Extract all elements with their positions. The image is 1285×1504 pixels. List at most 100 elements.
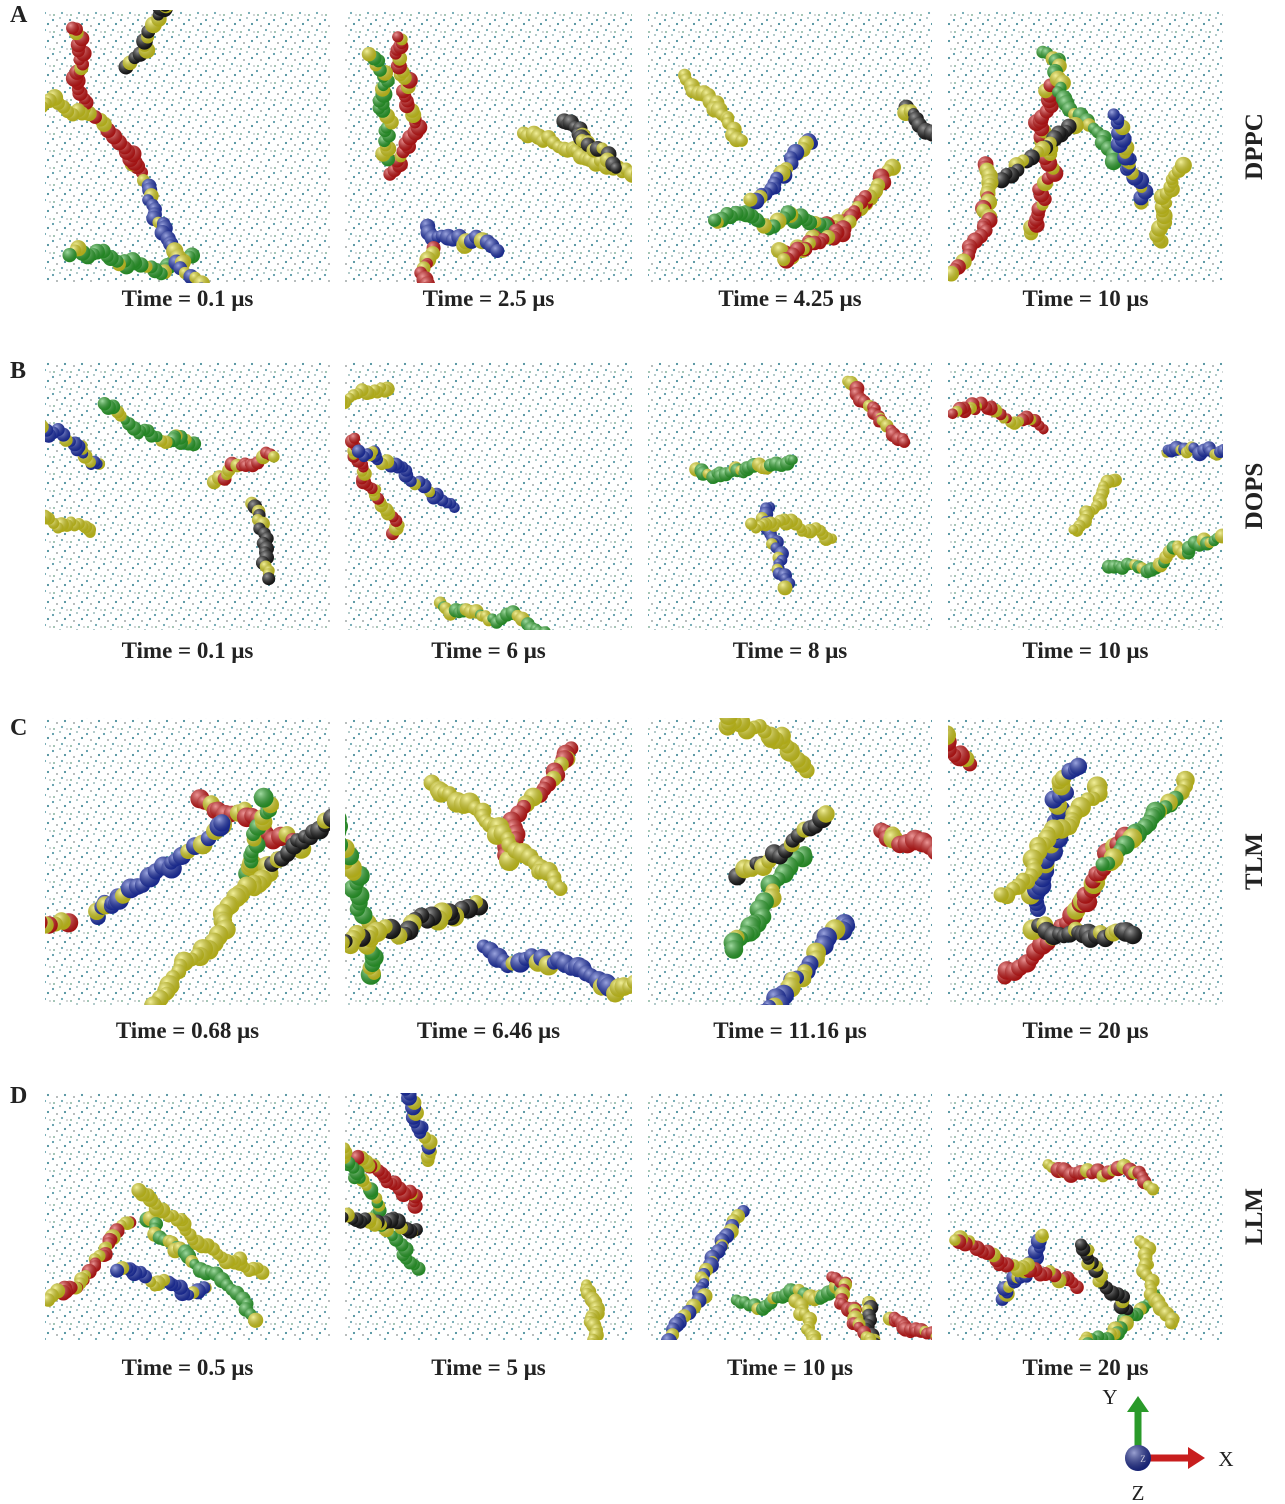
bead-shade	[954, 1353, 966, 1365]
bead-shade	[42, 1293, 55, 1306]
bead-shade	[905, 701, 922, 718]
bead-shade	[323, 808, 342, 827]
bead-shade	[655, 1345, 671, 1361]
bead	[932, 1331, 947, 1346]
snapshot-background	[948, 718, 1223, 1005]
bead	[655, 1345, 671, 1361]
bead	[878, 689, 895, 706]
time-caption: Time = 6.46 μs	[417, 1018, 560, 1043]
bead	[25, 916, 42, 933]
bead-shade	[16, 514, 29, 527]
bead-shade	[881, 1361, 893, 1373]
bead-shade	[0, 500, 6, 514]
z-axis-label: Z	[1132, 1481, 1145, 1504]
bead	[657, 1351, 673, 1367]
bead	[168, 0, 183, 2]
bead-shade	[336, 936, 350, 950]
bead-shade	[685, 675, 699, 689]
origin-label: Z	[1140, 1454, 1146, 1464]
bead-shade	[884, 1386, 896, 1398]
bead-shade	[624, 166, 640, 182]
bead-shade	[411, 316, 422, 327]
bead-shade	[8, 933, 28, 953]
bead	[576, 1349, 591, 1364]
bead	[387, 1065, 399, 1077]
bead	[933, 723, 948, 738]
bead-shade	[12, 94, 28, 110]
bead-shade	[565, 1367, 580, 1382]
bead	[954, 1353, 966, 1365]
bead	[327, 809, 347, 829]
bead-shade	[559, 1389, 571, 1401]
bead-shade	[931, 1331, 943, 1343]
bead	[396, 1072, 409, 1085]
snapshot	[42, 1093, 330, 1340]
snapshot	[648, 10, 966, 283]
bead-shade	[669, 669, 688, 688]
bead-shade	[1165, 1319, 1176, 1330]
bead-shade	[0, 502, 5, 513]
bead-shade	[677, 669, 694, 686]
bead	[843, 675, 864, 696]
bead	[879, 692, 897, 710]
bead	[0, 505, 11, 518]
bead-shade	[1222, 442, 1234, 454]
bead	[398, 1080, 412, 1094]
bead-shade	[875, 1356, 887, 1368]
bead-shade	[407, 293, 422, 308]
bead-shade	[712, 698, 732, 718]
bead-shade	[687, 684, 703, 700]
bead-shade	[861, 688, 877, 704]
bead-shade	[0, 943, 7, 959]
bead-shade	[725, 940, 744, 959]
bead-shade	[110, 1264, 124, 1278]
bead-shade	[657, 1351, 673, 1367]
panel-letter: B	[10, 358, 26, 384]
time-caption: Time = 5 μs	[431, 1355, 546, 1380]
panel-letter: D	[10, 1083, 27, 1109]
bead-shade	[23, 516, 34, 527]
bead	[883, 1368, 894, 1379]
bead-shade	[878, 689, 895, 706]
bead	[859, 685, 874, 700]
bead-shade	[572, 1355, 586, 1369]
bead-shade	[339, 1143, 350, 1154]
bead-shade	[876, 1363, 892, 1379]
bead	[884, 1386, 896, 1398]
bead-shade	[30, 914, 48, 932]
bead-shade	[248, 1313, 263, 1328]
bead-shade	[66, 22, 79, 35]
bead-shade	[392, 31, 403, 42]
bead-shade	[0, 505, 11, 518]
bead	[32, 415, 43, 426]
bead	[401, 1078, 412, 1089]
bead-shade	[333, 1208, 344, 1219]
bead-shade	[490, 244, 504, 258]
bead-shade	[587, 1338, 598, 1349]
bead	[567, 1376, 579, 1388]
bead	[579, 1343, 593, 1357]
bead-shade	[98, 397, 111, 410]
bead-shade	[561, 1383, 576, 1398]
bead-shade	[941, 1339, 953, 1351]
snapshot-background	[948, 10, 1223, 283]
bead	[0, 88, 5, 102]
bead	[23, 516, 34, 527]
bead-shade	[810, 1336, 821, 1347]
bead-shade	[1217, 444, 1230, 457]
bead	[20, 98, 32, 110]
bead-shade	[866, 693, 883, 710]
bead	[572, 1355, 586, 1369]
bead	[666, 1340, 677, 1351]
bead-shade	[666, 1340, 677, 1351]
bead	[333, 1208, 344, 1219]
bead-shade	[168, 0, 183, 2]
bead	[884, 1371, 896, 1383]
bead-shade	[745, 518, 757, 530]
bead-shade	[866, 1346, 882, 1362]
bead-shade	[131, 1183, 146, 1198]
bead	[879, 1347, 892, 1360]
bead	[807, 1340, 818, 1351]
bead	[701, 689, 717, 705]
bead-shade	[861, 1345, 875, 1359]
